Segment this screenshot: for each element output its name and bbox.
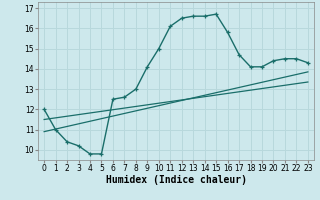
X-axis label: Humidex (Indice chaleur): Humidex (Indice chaleur) [106, 175, 246, 185]
